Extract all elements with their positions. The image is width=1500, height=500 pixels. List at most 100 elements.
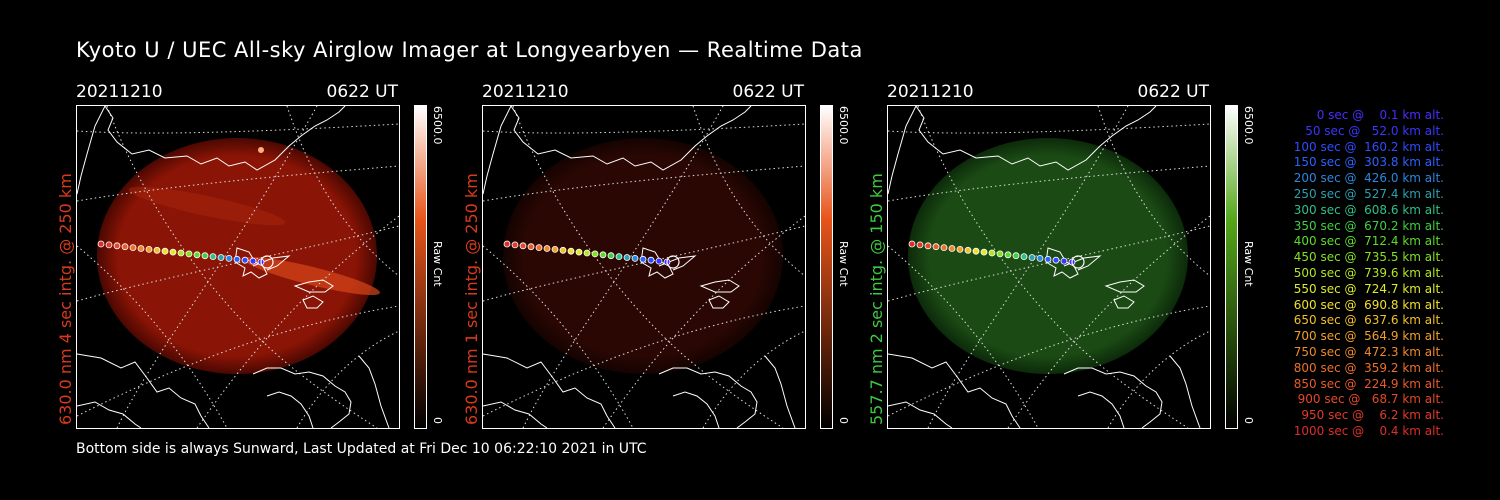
grid-line bbox=[116, 106, 318, 428]
legend-entry: 600 sec @ 690.8 km alt. bbox=[1293, 297, 1444, 312]
trajectory-legend: 0 sec @ 0.1 km alt. 50 sec @ 52.0 km alt.… bbox=[1262, 108, 1444, 440]
trajectory-point bbox=[193, 251, 201, 259]
trajectory-point bbox=[535, 244, 543, 252]
wavelength-label: 630.0 nm 4 sec intg. @ 250 km bbox=[56, 173, 75, 425]
legend-entry: 250 sec @ 527.4 km alt. bbox=[1293, 186, 1444, 201]
grid-line bbox=[483, 305, 805, 417]
colorbar-max-label: 6500.0 bbox=[1242, 106, 1255, 145]
coastline bbox=[915, 106, 1157, 171]
trajectory-point bbox=[1044, 255, 1052, 263]
coastline bbox=[1077, 391, 1125, 428]
trajectory-point bbox=[972, 247, 980, 255]
trajectory-point bbox=[527, 243, 535, 251]
coastline bbox=[358, 355, 390, 428]
coastline bbox=[888, 401, 953, 428]
trajectory-point bbox=[161, 247, 169, 255]
legend-entry: 450 sec @ 735.5 km alt. bbox=[1293, 250, 1444, 265]
trajectory-point bbox=[1036, 254, 1044, 262]
grid-line bbox=[927, 106, 1129, 428]
legend-entry: 300 sec @ 608.6 km alt. bbox=[1293, 202, 1444, 217]
grid-line bbox=[483, 165, 805, 202]
aurora-arc bbox=[244, 256, 380, 296]
trajectory-point bbox=[201, 252, 209, 260]
coastline bbox=[483, 401, 548, 428]
grid-line bbox=[888, 123, 1210, 134]
trajectory-point bbox=[209, 253, 217, 261]
coastline bbox=[1169, 355, 1201, 428]
trajectory-point bbox=[1052, 256, 1060, 264]
coastline bbox=[1063, 367, 1163, 428]
trajectory-point bbox=[503, 240, 511, 248]
trajectory-point bbox=[105, 241, 113, 249]
trajectory-point bbox=[241, 256, 249, 264]
coastline bbox=[764, 355, 796, 428]
trajectory-point bbox=[1004, 251, 1012, 259]
panel-date: 20211210 bbox=[76, 82, 163, 102]
legend-entry: 550 sec @ 724.7 km alt. bbox=[1293, 281, 1444, 296]
trajectory-point bbox=[185, 250, 193, 258]
legend-entry: 100 sec @ 160.2 km alt. bbox=[1293, 139, 1444, 154]
trajectory-point bbox=[940, 244, 948, 252]
trajectory-point bbox=[575, 248, 583, 256]
trajectory-point bbox=[655, 257, 663, 265]
trajectory-point bbox=[1028, 254, 1036, 261]
grid-line bbox=[483, 225, 805, 302]
colorbar-min-label: 0 bbox=[1242, 417, 1255, 424]
trajectory-point bbox=[647, 256, 655, 264]
trajectory-point bbox=[121, 243, 129, 251]
grid-line bbox=[888, 245, 1039, 428]
coastline bbox=[104, 106, 346, 171]
legend-entry: 150 sec @ 303.8 km alt. bbox=[1293, 155, 1444, 170]
observer-site-marker bbox=[1071, 255, 1085, 269]
coastline bbox=[77, 401, 142, 428]
trajectory-point bbox=[97, 240, 105, 248]
legend-entry: 850 sec @ 224.9 km alt. bbox=[1293, 376, 1444, 391]
trajectory-point bbox=[615, 253, 623, 261]
trajectory-point bbox=[233, 255, 241, 263]
trajectory-point bbox=[591, 250, 599, 258]
coastline bbox=[888, 353, 1021, 428]
legend-entry: 50 sec @ 52.0 km alt. bbox=[1305, 123, 1444, 138]
coastline bbox=[1063, 255, 1102, 271]
trajectory-point bbox=[225, 254, 233, 262]
legend-entry: 1000 sec @ 0.4 km alt. bbox=[1293, 423, 1444, 438]
trajectory-point bbox=[631, 254, 639, 262]
panel-time: 0622 UT bbox=[732, 82, 805, 102]
colorbar bbox=[1225, 105, 1238, 429]
coastline bbox=[293, 279, 334, 293]
trajectory-point bbox=[956, 245, 964, 253]
colorbar-max-label: 6500.0 bbox=[837, 106, 850, 145]
wavelength-label: 557.7 nm 2 sec intg. @ 150 km bbox=[867, 173, 886, 425]
trajectory-point bbox=[1020, 253, 1028, 261]
trajectory-point bbox=[599, 251, 607, 259]
coastline bbox=[1113, 295, 1135, 309]
legend-entry: 200 sec @ 426.0 km alt. bbox=[1293, 171, 1444, 186]
colorbar bbox=[414, 105, 427, 429]
trajectory-point bbox=[519, 242, 527, 250]
trajectory-point bbox=[559, 246, 567, 254]
trajectory-point bbox=[908, 240, 916, 248]
wavelength-label: 630.0 nm 1 sec intg. @ 250 km bbox=[462, 173, 481, 425]
colorbar-unit-label: Raw Cnt bbox=[431, 241, 444, 287]
colorbar-unit-label: Raw Cnt bbox=[1242, 241, 1255, 287]
panel-date: 20211210 bbox=[887, 82, 974, 102]
grid-line bbox=[692, 106, 805, 277]
trajectory-point bbox=[980, 248, 988, 256]
trajectory-point bbox=[996, 250, 1004, 258]
legend-entry: 350 sec @ 670.2 km alt. bbox=[1293, 218, 1444, 233]
trajectory-point bbox=[932, 243, 940, 251]
trajectory-point bbox=[916, 241, 924, 249]
grid-line bbox=[77, 245, 228, 428]
coastline bbox=[672, 391, 720, 428]
panel-time: 0622 UT bbox=[1137, 82, 1210, 102]
colorbar-unit-label: Raw Cnt bbox=[837, 241, 850, 287]
grid-line bbox=[483, 123, 805, 134]
legend-entry: 500 sec @ 739.6 km alt. bbox=[1293, 265, 1444, 280]
coastline bbox=[658, 367, 758, 428]
coastline bbox=[483, 353, 616, 428]
colorbar-max-label: 6500.0 bbox=[431, 106, 444, 145]
trajectory-point bbox=[623, 254, 631, 261]
coastline bbox=[302, 295, 324, 309]
trajectory-point bbox=[567, 247, 575, 255]
coastline bbox=[252, 255, 291, 271]
